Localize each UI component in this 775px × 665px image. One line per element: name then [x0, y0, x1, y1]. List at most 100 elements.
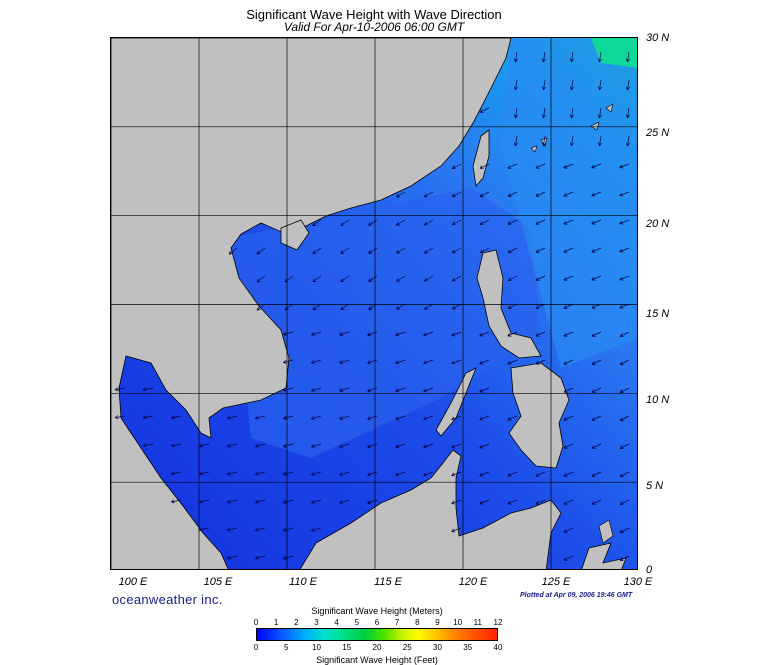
wave-direction-arrowhead: [513, 114, 516, 118]
wave-direction-arrowhead: [227, 499, 231, 503]
wave-direction-arrow: [143, 387, 154, 391]
wave-direction-arrow: [451, 191, 462, 197]
wave-direction-arrowhead: [423, 332, 427, 336]
colorbar-tick-ft-25: 25: [402, 643, 412, 652]
wave-direction-arrow: [619, 331, 630, 337]
wave-direction-arrowhead: [619, 445, 623, 449]
wave-direction-arrowhead: [171, 417, 175, 420]
wave-direction-arrow: [563, 191, 574, 197]
wave-direction-arrow: [619, 219, 630, 224]
colorbar-tick-m-10: 10: [453, 618, 463, 627]
wave-direction-arrowhead: [199, 443, 203, 447]
wave-direction-arrowhead: [311, 418, 315, 420]
wave-direction-arrowhead: [535, 221, 539, 225]
wave-direction-arrowhead: [507, 305, 511, 309]
wave-direction-arrowhead: [395, 362, 400, 365]
wave-direction-arrow: [619, 499, 630, 505]
wave-direction-arrow: [563, 387, 574, 393]
wave-direction-arrowhead: [339, 332, 343, 336]
wave-direction-arrowhead: [283, 502, 287, 504]
wave-direction-arrow: [535, 499, 546, 505]
hainan: [280, 219, 310, 251]
wave-direction-arrow: [256, 275, 266, 283]
wave-map: [110, 37, 638, 570]
wave-direction-arrowhead: [199, 445, 203, 448]
wave-direction-arrow: [283, 499, 294, 503]
wave-direction-arrowhead: [311, 334, 315, 336]
lon-label-130e: 130 E: [623, 576, 653, 588]
wave-direction-arrow: [368, 275, 378, 282]
wave-direction-arrowhead: [619, 192, 623, 196]
wave-direction-arrow: [507, 275, 518, 281]
lat-label-15n: 15 N: [646, 308, 670, 320]
wave-direction-arrow: [619, 359, 630, 365]
wave-direction-arrow: [627, 79, 630, 90]
wave-direction-arrowhead: [255, 471, 259, 475]
lat-label-10n: 10 N: [646, 394, 670, 406]
wave-direction-arrowhead: [311, 472, 315, 476]
wave-direction-arrow: [571, 79, 574, 90]
wave-direction-arrowhead: [597, 114, 600, 118]
wave-direction-arrowhead: [452, 305, 455, 310]
wave-direction-arrow: [451, 163, 462, 169]
wave-direction-arrow: [619, 443, 630, 449]
wave-direction-arrowhead: [597, 142, 600, 146]
wave-direction-arrowhead: [340, 222, 343, 226]
colorbar-tick-m-6: 6: [374, 618, 380, 627]
wave-direction-arrowhead: [368, 306, 371, 310]
wave-direction-arrowhead: [451, 221, 455, 225]
wave-direction-arrowhead: [227, 527, 231, 531]
wave-direction-arrowhead: [255, 415, 259, 419]
wave-direction-arrowhead: [563, 192, 567, 197]
wave-direction-arrowhead: [563, 164, 567, 169]
wave-direction-arrow: [423, 331, 434, 336]
wave-direction-arrowhead: [535, 333, 539, 337]
wave-direction-arrow: [199, 527, 210, 531]
colorbar-ticks-feet: 0 5 10 15 20 25 30 35 40: [254, 643, 503, 653]
wave-direction-arrowhead: [339, 472, 343, 476]
wave-direction-arrow: [452, 247, 462, 254]
wave-direction-arrow: [284, 303, 294, 311]
wave-direction-arrow: [591, 303, 602, 309]
wave-direction-arrowhead: [257, 309, 261, 311]
wave-direction-arrowhead: [396, 306, 399, 310]
wave-direction-arrowhead: [311, 416, 315, 420]
wave-direction-arrowhead: [569, 142, 572, 146]
wave-direction-arrowhead: [619, 248, 623, 252]
wave-direction-arrowhead: [541, 114, 544, 118]
wave-direction-arrow: [563, 219, 574, 225]
wave-direction-arrowhead: [339, 362, 343, 364]
wave-direction-arrowhead: [451, 249, 455, 254]
wave-direction-arrowhead: [367, 446, 371, 449]
wave-direction-arrowhead: [597, 86, 600, 90]
wave-direction-arrow: [543, 135, 546, 146]
wave-direction-arrowhead: [227, 471, 231, 475]
wave-direction-arrow: [424, 247, 434, 254]
wave-direction-arrow: [171, 415, 182, 419]
wave-direction-arrow: [396, 247, 406, 254]
wave-direction-arrow: [627, 107, 630, 118]
wave-direction-arrow: [451, 499, 462, 504]
wave-direction-arrowhead: [535, 305, 539, 309]
wave-direction-arrow: [627, 51, 630, 62]
wave-direction-arrowhead: [591, 389, 595, 393]
wave-direction-arrowhead: [591, 473, 595, 477]
wave-direction-arrowhead: [283, 555, 287, 559]
wave-direction-arrow: [591, 499, 602, 505]
wave-direction-arrow: [591, 387, 602, 393]
wave-direction-arrowhead: [451, 416, 455, 420]
wave-direction-arrowhead: [591, 305, 595, 309]
wave-direction-arrow: [543, 79, 546, 90]
wave-direction-arrowhead: [423, 193, 427, 198]
wave-direction-arrowhead: [396, 278, 399, 282]
wave-direction-arrow: [115, 415, 126, 418]
colorbar-tick-m-4: 4: [334, 618, 339, 627]
wave-direction-arrowhead: [619, 389, 623, 393]
wave-direction-arrowhead: [541, 58, 544, 62]
wave-direction-arrow: [479, 191, 490, 197]
wave-direction-arrowhead: [563, 529, 567, 533]
wave-direction-arrowhead: [625, 114, 628, 118]
wave-direction-arrow: [424, 303, 434, 310]
wave-direction-arrowhead: [255, 499, 259, 503]
wave-direction-arrow: [479, 415, 490, 421]
